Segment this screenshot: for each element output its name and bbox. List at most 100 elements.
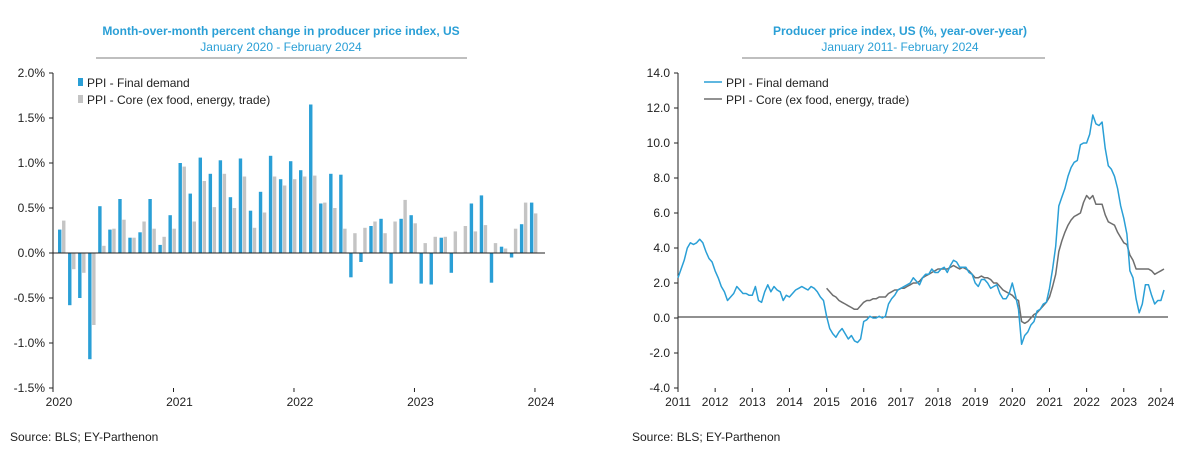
bar-final-demand xyxy=(208,173,213,253)
bar-final-demand xyxy=(329,173,333,253)
bar-final-demand xyxy=(479,195,484,253)
right-chart-subtitle: January 2011- February 2024 xyxy=(821,40,979,54)
bar-core xyxy=(192,221,196,253)
bar-core xyxy=(523,202,528,253)
bar-core xyxy=(182,166,186,253)
bar-core xyxy=(92,253,96,325)
bar-core xyxy=(393,221,397,253)
bar-core xyxy=(112,228,116,253)
right-y-tick-label: 0.0 xyxy=(653,311,670,325)
bar-core xyxy=(132,237,136,253)
left-x-tick-label: 2021 xyxy=(166,395,193,409)
right-y-tick-label: 14.0 xyxy=(647,66,671,80)
bar-core xyxy=(142,221,146,253)
left-legend-core: PPI - Core (ex food, energy, trade) xyxy=(87,93,270,107)
bar-final-demand xyxy=(319,203,323,253)
bar-final-demand xyxy=(68,253,72,306)
bar-core xyxy=(413,223,417,253)
bar-final-demand xyxy=(198,157,203,253)
line-core xyxy=(826,194,1165,325)
right-x-tick-label: 2016 xyxy=(850,395,877,409)
right-source: Source: BLS; EY-Parthenon xyxy=(632,430,780,444)
right-x-tick-label: 2024 xyxy=(1148,395,1175,409)
right-y-tick-label: 6.0 xyxy=(653,206,670,220)
right-x-tick-label: 2011 xyxy=(665,395,691,409)
right-y-tick-label: 10.0 xyxy=(647,136,671,150)
bar-core xyxy=(282,185,287,253)
bar-core xyxy=(323,202,327,253)
bar-final-demand xyxy=(409,215,413,253)
bar-final-demand xyxy=(419,253,423,284)
bar-core xyxy=(403,199,407,253)
left-y-tick-label: 0.0% xyxy=(18,246,46,260)
bar-final-demand xyxy=(78,253,82,298)
bar-final-demand xyxy=(88,253,92,360)
bar-core xyxy=(483,225,488,253)
right-x-tick-label: 2020 xyxy=(999,395,1026,409)
bar-final-demand xyxy=(278,179,283,253)
bar-core xyxy=(222,173,227,253)
bar-final-demand xyxy=(98,206,102,253)
right-y-tick-label: -4.0 xyxy=(649,381,670,395)
bar-final-demand xyxy=(519,224,524,253)
legend-swatch-final-demand xyxy=(78,78,83,86)
right-x-tick-label: 2014 xyxy=(776,395,803,409)
line-final-demand xyxy=(677,114,1165,346)
bar-final-demand xyxy=(299,170,303,253)
bar-final-demand xyxy=(288,161,293,253)
bar-final-demand xyxy=(389,253,393,284)
bar-core xyxy=(363,227,367,253)
bar-final-demand xyxy=(258,191,263,253)
bar-final-demand xyxy=(168,215,172,253)
bar-final-demand xyxy=(349,253,353,278)
right-x-tick-label: 2019 xyxy=(962,395,989,409)
bar-final-demand xyxy=(429,253,433,285)
left-x-tick-label: 2023 xyxy=(407,395,434,409)
bar-final-demand xyxy=(509,253,514,258)
bar-core xyxy=(232,208,237,253)
left-chart: Month-over-month percent change in produ… xyxy=(10,24,555,444)
bar-final-demand xyxy=(178,163,182,253)
bar-final-demand xyxy=(138,232,142,253)
bar-core xyxy=(463,226,468,253)
bar-core xyxy=(82,253,86,273)
bar-final-demand xyxy=(158,244,162,253)
left-chart-subtitle: January 2020 - February 2024 xyxy=(200,40,362,54)
bar-final-demand xyxy=(399,218,403,253)
right-y-tick-label: 8.0 xyxy=(653,171,670,185)
bar-final-demand xyxy=(268,155,273,253)
bar-final-demand xyxy=(449,253,454,273)
right-x-tick-label: 2013 xyxy=(739,395,766,409)
left-legend-final-demand: PPI - Final demand xyxy=(87,76,190,90)
right-chart-title: Producer price index, US (%, year-over-y… xyxy=(773,24,1027,38)
bar-core xyxy=(533,213,538,253)
bar-final-demand xyxy=(228,197,233,253)
bar-core xyxy=(383,233,387,253)
bar-core xyxy=(473,231,478,253)
bar-core xyxy=(333,208,337,253)
bar-final-demand xyxy=(238,158,243,253)
bar-core xyxy=(353,233,357,253)
bar-final-demand xyxy=(369,226,373,253)
bar-core xyxy=(313,175,317,253)
bar-core xyxy=(453,231,458,253)
left-y-tick-label: 1.5% xyxy=(18,111,46,125)
bar-core xyxy=(152,228,156,253)
bar-core xyxy=(373,221,377,253)
bar-final-demand xyxy=(248,210,253,253)
bar-final-demand xyxy=(148,199,152,253)
left-y-tick-label: -1.0% xyxy=(14,336,46,350)
bar-final-demand xyxy=(499,246,504,253)
bar-core xyxy=(513,228,518,253)
left-x-tick-label: 2022 xyxy=(287,395,314,409)
bar-core xyxy=(433,236,437,253)
right-x-tick-label: 2015 xyxy=(813,395,840,409)
right-y-tick-label: -2.0 xyxy=(649,346,670,360)
right-y-tick-label: 12.0 xyxy=(647,101,671,115)
right-x-tick-label: 2018 xyxy=(925,395,952,409)
right-x-tick-label: 2023 xyxy=(1110,395,1137,409)
bar-final-demand xyxy=(58,229,62,253)
bar-core xyxy=(72,253,76,270)
bar-final-demand xyxy=(339,174,343,253)
